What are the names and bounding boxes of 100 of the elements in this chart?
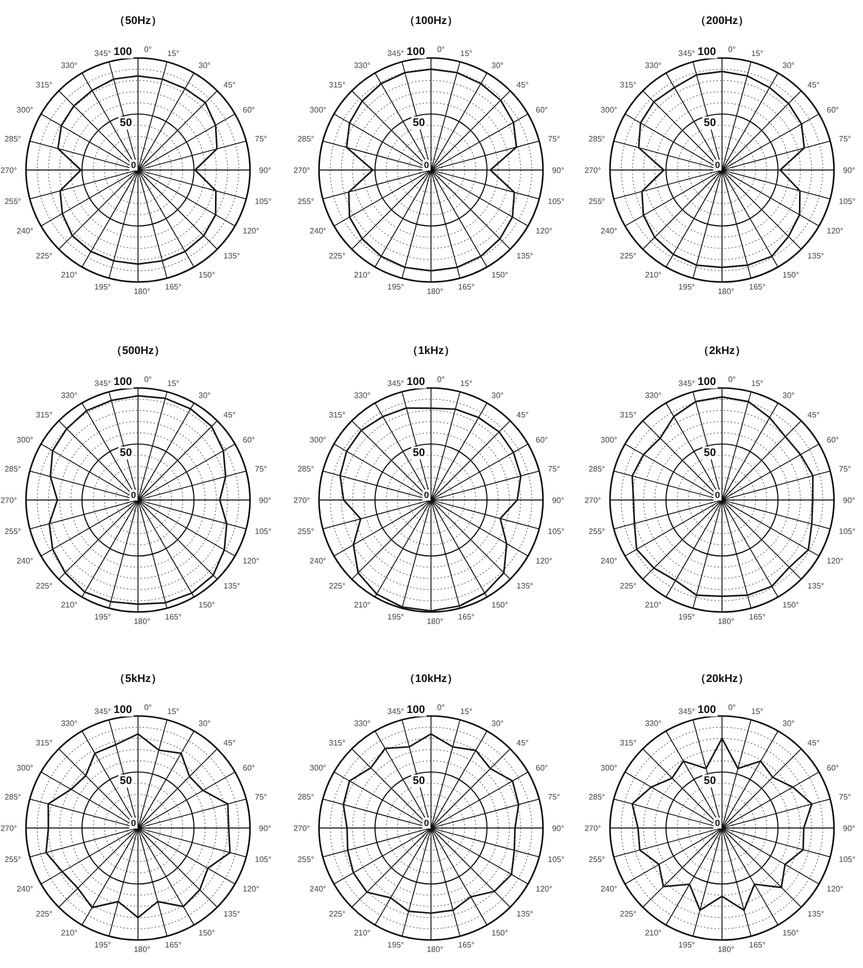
spoke-label: 330° xyxy=(60,391,78,400)
spoke-label: 120° xyxy=(826,884,844,894)
spoke-label: 300° xyxy=(310,435,326,444)
spoke-label: 75° xyxy=(254,134,267,144)
spoke-label: 330° xyxy=(644,391,662,400)
spoke-label: 330° xyxy=(644,719,662,728)
spoke-label: 120° xyxy=(242,556,260,566)
spoke-label: 345° xyxy=(94,378,111,388)
spoke-label: 75° xyxy=(254,464,267,474)
spoke-label: 30° xyxy=(492,391,504,400)
spoke-label: 210° xyxy=(354,270,370,280)
spoke-label: 165° xyxy=(749,940,766,950)
spoke-label: 330° xyxy=(60,61,78,70)
chart-title: （200Hz） xyxy=(695,15,749,27)
spoke-label: 0° xyxy=(728,702,736,712)
spoke-label: 30° xyxy=(198,391,211,400)
spoke-label: 90° xyxy=(843,166,856,175)
spoke-label: 240° xyxy=(600,884,618,894)
spoke-label: 15° xyxy=(460,48,472,58)
spoke-label: 285° xyxy=(588,464,606,474)
y-tick-label: 0 xyxy=(714,490,720,500)
spoke-label: 75° xyxy=(254,792,267,802)
spoke-label: 45° xyxy=(516,410,529,420)
spoke-label: 315° xyxy=(328,738,346,748)
spoke-label: 210° xyxy=(354,928,370,938)
spoke-label: 135° xyxy=(808,909,824,918)
spoke-label: 30° xyxy=(198,719,211,728)
y-tick-label: 0 xyxy=(130,160,136,170)
spoke-label: 105° xyxy=(548,855,564,864)
spoke-label: 300° xyxy=(310,763,326,772)
spoke-label: 60° xyxy=(242,763,255,772)
spoke-label: 90° xyxy=(259,496,272,505)
spoke-label: 0° xyxy=(437,374,445,384)
y-tick-label: 100 xyxy=(698,46,716,58)
y-tick-label: 0 xyxy=(424,818,429,828)
spoke-label: 75° xyxy=(548,792,560,802)
spoke-label: 195° xyxy=(678,940,695,950)
spoke-label: 0° xyxy=(144,374,152,384)
y-tick-label: 50 xyxy=(412,117,425,129)
spoke-label: 180° xyxy=(134,944,150,954)
spoke-label: 240° xyxy=(16,556,34,566)
spoke-label: 15° xyxy=(167,378,180,388)
spoke-label: 195° xyxy=(94,612,111,622)
spoke-label: 330° xyxy=(60,719,78,728)
spoke-label: 75° xyxy=(838,134,851,144)
spoke-label: 105° xyxy=(254,527,272,536)
spoke-label: 330° xyxy=(354,719,370,728)
spoke-label: 345° xyxy=(387,48,404,58)
chart-title: （20kHz） xyxy=(695,673,749,685)
spoke-label: 15° xyxy=(751,706,764,716)
spoke-label: 240° xyxy=(310,226,326,236)
spoke-label: 180° xyxy=(426,286,444,296)
spoke-label: 135° xyxy=(516,251,534,260)
y-tick-label: 0 xyxy=(714,818,720,828)
y-tick-label: 100 xyxy=(406,704,425,716)
y-tick-label: 50 xyxy=(412,775,425,787)
y-tick-label: 50 xyxy=(704,447,716,459)
spoke-label: 210° xyxy=(60,270,78,280)
spoke-label: 150° xyxy=(492,270,508,280)
y-tick-label: 100 xyxy=(698,376,716,388)
y-tick-label: 50 xyxy=(412,447,425,459)
spoke-label: 180° xyxy=(718,944,734,954)
spoke-label: 345° xyxy=(387,378,404,388)
spoke-label: 225° xyxy=(620,581,636,590)
spoke-label: 45° xyxy=(808,410,820,420)
spoke-label: 180° xyxy=(718,616,734,626)
spoke-label: 105° xyxy=(254,855,272,864)
spoke-label: 195° xyxy=(678,612,695,622)
spoke-label: 0° xyxy=(437,44,445,54)
spoke-label: 255° xyxy=(298,527,314,536)
y-tick-label: 50 xyxy=(120,775,132,787)
spoke-label: 135° xyxy=(224,251,240,260)
spoke-label: 315° xyxy=(36,80,52,90)
spoke-label: 240° xyxy=(16,884,34,894)
spoke-label: 60° xyxy=(826,763,839,772)
spoke-label: 315° xyxy=(328,80,346,90)
y-tick-label: 50 xyxy=(704,775,716,787)
chart-title: （100Hz） xyxy=(404,15,458,27)
spoke-label: 120° xyxy=(536,226,552,236)
spoke-label: 150° xyxy=(492,928,508,938)
spoke-label: 165° xyxy=(749,612,766,622)
y-tick-label: 0 xyxy=(130,490,136,500)
spoke-label: 45° xyxy=(516,738,529,748)
spoke-label: 210° xyxy=(644,270,662,280)
spoke-label: 45° xyxy=(516,80,529,90)
spoke-label: 90° xyxy=(259,824,272,833)
spoke-label: 270° xyxy=(293,496,310,505)
spoke-label: 225° xyxy=(36,251,52,260)
spoke-label: 345° xyxy=(678,378,695,388)
spoke-label: 195° xyxy=(94,282,111,292)
spoke-label: 345° xyxy=(94,706,111,716)
spoke-label: 315° xyxy=(36,410,52,420)
spoke-label: 315° xyxy=(328,410,346,420)
spoke-label: 150° xyxy=(782,928,800,938)
spoke-label: 150° xyxy=(198,270,216,280)
spoke-label: 255° xyxy=(588,197,606,206)
spoke-label: 165° xyxy=(165,612,182,622)
spoke-label: 120° xyxy=(242,226,260,236)
spoke-label: 0° xyxy=(728,374,736,384)
spoke-label: 90° xyxy=(552,166,564,175)
